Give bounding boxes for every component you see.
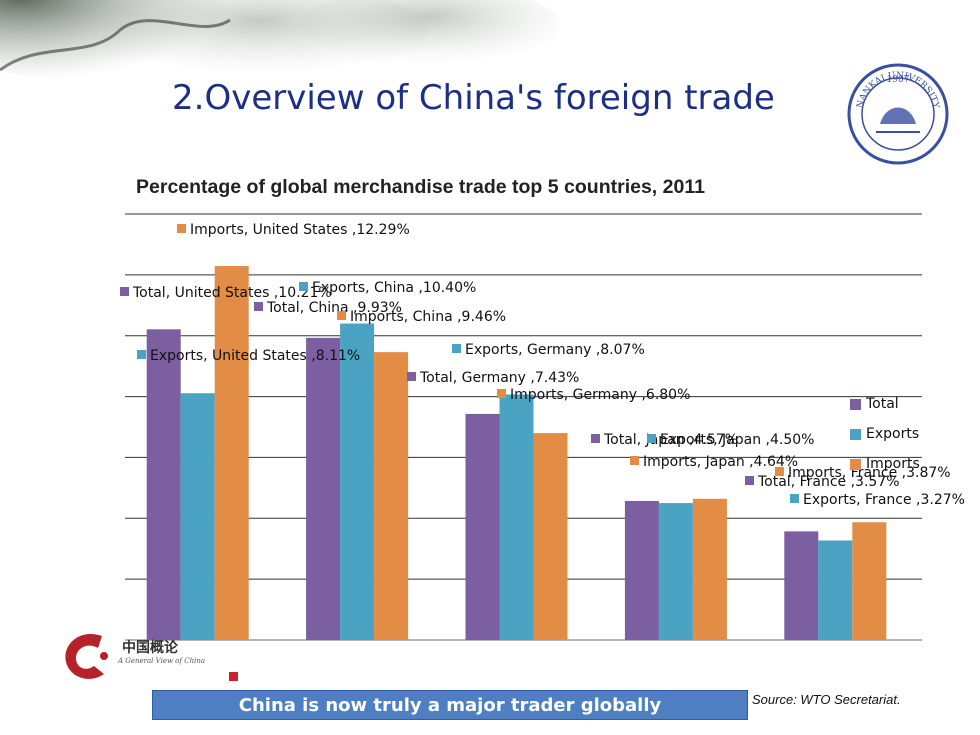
data-label-marker [299, 282, 308, 291]
data-label-marker [452, 344, 461, 353]
legend-item-total: Total [850, 389, 920, 419]
data-label-exports-0: Exports, United States ,8.11% [137, 348, 360, 364]
data-label-marker [630, 456, 639, 465]
data-label-text: Exports, France ,3.27% [803, 492, 965, 508]
course-logo-subtitle: A General View of China [118, 657, 205, 665]
data-label-imports-1: Imports, China ,9.46% [337, 309, 506, 325]
chart-legend: Total Exports Imports [850, 389, 920, 479]
bar-exports-2 [499, 394, 534, 640]
data-label-text: Imports, Japan ,4.64% [643, 454, 798, 470]
bar-total-0 [146, 329, 181, 640]
bar-exports-1 [340, 323, 375, 640]
data-label-text: Total, Japan ,4.57% [603, 432, 738, 448]
data-label-marker [497, 389, 506, 398]
university-seal-logo: NANKAI UNIVERSITY 1907 [847, 63, 949, 165]
data-label-marker [120, 287, 129, 296]
chart-title: Percentage of global merchandise trade t… [136, 176, 705, 198]
data-label-marker [591, 434, 600, 443]
data-label-marker [745, 476, 754, 485]
data-label-imports-3: Imports, Japan ,4.64% [630, 454, 798, 470]
data-label-total-0: Total, United States ,10.21% [120, 285, 332, 301]
bar-total-1 [306, 337, 341, 640]
data-label-marker [647, 434, 656, 443]
slide-title: 2.Overview of China's foreign trade [172, 78, 775, 118]
bar-exports-0 [180, 393, 215, 640]
legend-label-exports: Exports [866, 426, 920, 442]
data-label-text: Exports, China ,10.40% [312, 280, 476, 296]
bar-total-2 [465, 413, 500, 640]
bar-imports-3 [692, 498, 727, 640]
legend-swatch-exports [850, 428, 861, 440]
data-label-total-4: Total, France ,3.57% [745, 474, 900, 490]
course-logo-text: 中国概论 [122, 640, 178, 656]
bar-imports-1 [374, 352, 409, 640]
bar-exports-4 [818, 540, 853, 640]
data-label-text: Exports, Germany ,8.07% [465, 342, 645, 358]
data-label-total-3: Total, Japan ,4.57% [591, 432, 738, 448]
red-stamp-icon [229, 672, 238, 681]
data-label-text: Imports, Germany ,6.80% [510, 387, 690, 403]
course-logo-icon [65, 634, 108, 679]
data-label-exports-3: Exports, Japan ,4.50% [647, 432, 814, 448]
data-label-total-2: Total, Germany ,7.43% [407, 370, 579, 386]
legend-swatch-total [850, 398, 861, 410]
data-label-imports-2: Imports, Germany ,6.80% [497, 387, 690, 403]
data-label-text: Exports, Japan ,4.50% [660, 432, 814, 448]
data-label-exports-2: Exports, Germany ,8.07% [452, 342, 645, 358]
data-label-text: Total, Germany ,7.43% [419, 370, 579, 386]
legend-item-exports: Exports [850, 419, 920, 449]
data-label-text: Imports, China ,9.46% [350, 309, 506, 325]
bar-exports-3 [658, 503, 693, 640]
data-label-text: Total, China ,9.93% [266, 300, 402, 316]
data-label-text: Total, United States ,10.21% [132, 285, 332, 301]
legend-label-total: Total [866, 396, 899, 412]
bar-total-3 [624, 500, 659, 640]
bar-imports-2 [533, 433, 568, 640]
seal-year: 1907 [887, 75, 910, 85]
data-label-text: Total, France ,3.57% [757, 474, 900, 490]
data-label-exports-1: Exports, China ,10.40% [299, 280, 476, 296]
bar-imports-0 [214, 266, 249, 640]
legend-item-imports: Imports [850, 449, 920, 479]
data-label-text: Imports, United States ,12.29% [190, 222, 410, 238]
bar-imports-4 [852, 522, 887, 640]
data-label-marker [407, 372, 416, 381]
bar-total-4 [784, 531, 819, 640]
data-label-marker [337, 311, 346, 320]
data-label-exports-4: Exports, France ,3.27% [790, 492, 965, 508]
data-label-marker [177, 224, 186, 233]
data-label-marker [775, 467, 784, 476]
data-label-text: Exports, United States ,8.11% [150, 348, 360, 364]
data-label-total-1: Total, China ,9.93% [254, 300, 402, 316]
legend-label-imports: Imports [866, 456, 920, 472]
data-label-imports-0: Imports, United States ,12.29% [177, 222, 410, 238]
legend-swatch-imports [850, 458, 861, 470]
data-label-marker [137, 350, 146, 359]
source-note: Source: WTO Secretariat. [752, 692, 901, 707]
data-label-marker [790, 494, 799, 503]
data-label-text: Imports, France ,3.87% [788, 465, 951, 481]
data-label-marker [254, 302, 263, 311]
summary-banner: China is now truly a major trader global… [152, 690, 748, 720]
data-label-imports-4: Imports, France ,3.87% [775, 465, 951, 481]
